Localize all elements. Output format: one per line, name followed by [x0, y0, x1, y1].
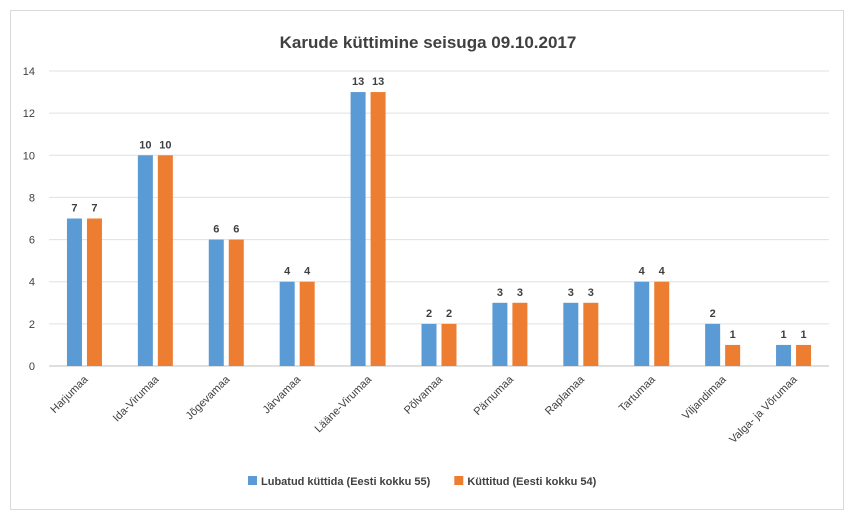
data-label: 4: [304, 266, 311, 278]
data-label: 13: [372, 76, 384, 88]
legend-swatch: [248, 476, 257, 485]
data-label: 2: [710, 308, 716, 320]
bar: [299, 281, 315, 366]
bar: [634, 281, 650, 366]
y-tick-label: 4: [29, 277, 35, 289]
data-label: 6: [233, 224, 239, 236]
y-axis-ticks: 0 2 4 6 8 10 12 14: [23, 66, 35, 373]
legend-label: Lubatud küttida (Eesti kokku 55): [261, 476, 431, 488]
data-label: 2: [426, 308, 432, 320]
data-label: 4: [659, 266, 666, 278]
gridlines: [49, 70, 829, 367]
y-tick-label: 14: [23, 66, 35, 78]
bar: [583, 302, 599, 366]
bar: [421, 323, 437, 366]
bar: [563, 302, 579, 366]
data-label: 1: [800, 329, 806, 341]
legend-label: Küttitud (Eesti kokku 54): [467, 476, 596, 488]
data-label: 10: [139, 139, 151, 151]
data-label: 7: [71, 203, 77, 215]
bar: [492, 302, 508, 366]
bar: [796, 344, 812, 366]
x-category-label: Harjumaa: [48, 373, 91, 416]
x-category-label: Raplamaa: [543, 373, 588, 418]
y-tick-label: 0: [29, 361, 35, 373]
x-category-label: Viljandimaa: [680, 373, 729, 422]
bar: [705, 323, 721, 366]
bars: [66, 92, 812, 367]
bar: [228, 239, 244, 366]
x-category-label: Lääne-Virumaa: [313, 373, 375, 435]
data-label: 1: [780, 329, 786, 341]
data-label: 3: [568, 287, 574, 299]
y-tick-label: 8: [29, 192, 35, 204]
bar: [208, 239, 224, 366]
bar: [512, 302, 528, 366]
data-label: 6: [213, 224, 219, 236]
x-category-label: Järvamaa: [261, 373, 304, 416]
data-label: 3: [497, 287, 503, 299]
data-label: 7: [91, 203, 97, 215]
bar: [279, 281, 295, 366]
x-category-label: Põlvamaa: [402, 373, 446, 417]
x-axis-categories: Harjumaa Ida-Virumaa Jõgevamaa Järvamaa Lään…: [48, 373, 800, 446]
data-label: 3: [517, 287, 523, 299]
x-category-label: Pärnumaa: [472, 373, 517, 418]
x-category-label: Valga- ja Võrumaa: [727, 373, 800, 446]
bar: [725, 344, 741, 366]
bar: [66, 218, 82, 366]
bar: [776, 344, 792, 366]
bar: [86, 218, 102, 366]
data-label: 1: [730, 329, 736, 341]
data-labels: 7 7 10 10 6 6 4 4 13 13 2 2 3 3 3 3 4 4 2 1 1 1: [71, 76, 806, 341]
x-category-label: Ida-Virumaa: [111, 373, 162, 424]
legend: Lubatud küttida (Eesti kokku 55) Küttitud…: [248, 476, 597, 488]
data-label: 4: [639, 266, 646, 278]
y-tick-label: 6: [29, 235, 35, 247]
bar: [137, 155, 153, 366]
x-category-label: Tartumaa: [617, 373, 659, 415]
data-label: 3: [588, 287, 594, 299]
legend-swatch: [454, 476, 464, 485]
y-tick-label: 12: [23, 108, 35, 120]
data-label: 4: [284, 266, 291, 278]
bar: [157, 155, 173, 366]
bar: [370, 92, 386, 367]
data-label: 2: [446, 308, 452, 320]
bar: [441, 323, 457, 366]
x-category-label: Jõgevamaa: [184, 373, 233, 422]
bar: [350, 92, 366, 367]
data-label: 10: [159, 139, 171, 151]
bar: [654, 281, 670, 366]
chart-title: Karude küttimine seisuga 09.10.2017: [280, 33, 577, 52]
y-tick-label: 10: [23, 150, 35, 162]
data-label: 13: [352, 76, 364, 88]
y-tick-label: 2: [29, 319, 35, 331]
